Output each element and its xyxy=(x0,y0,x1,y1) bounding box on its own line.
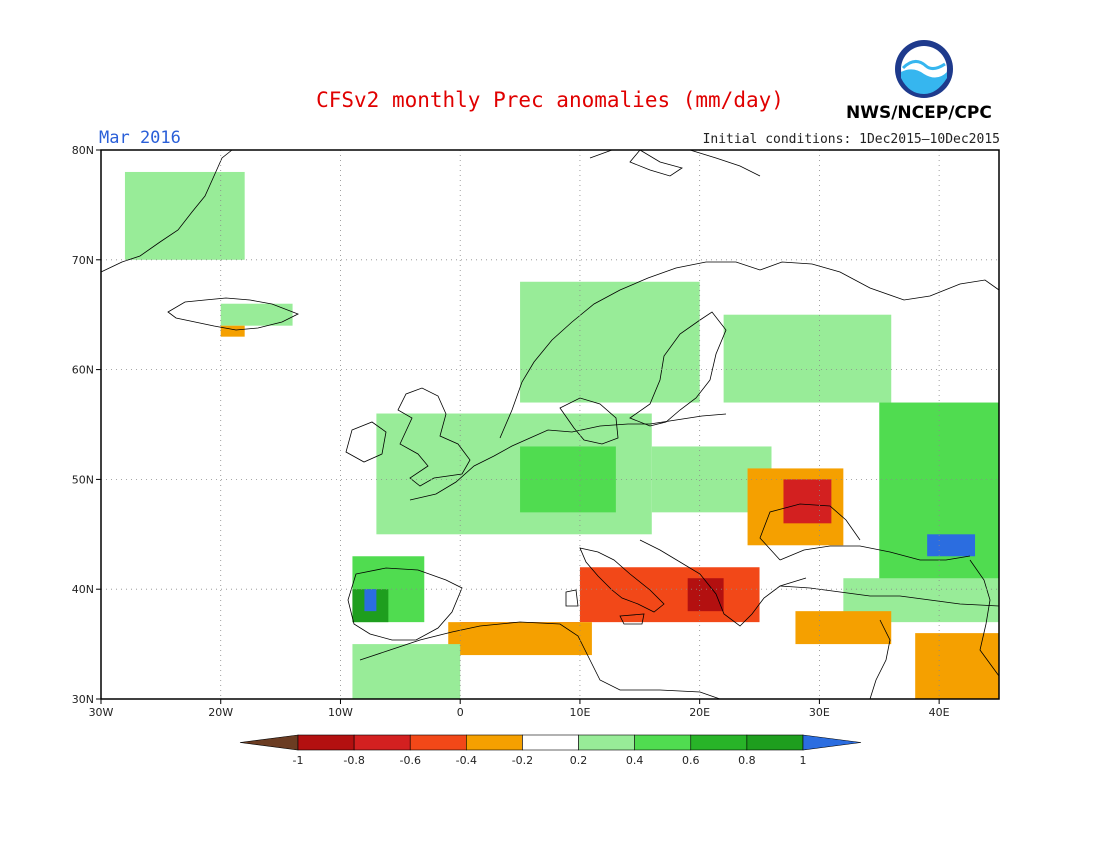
lon-label: 20W xyxy=(208,706,233,719)
colorbar: -1 -0.8 -0.6 -0.4 -0.2 0.2 0.4 0.6 0.8 1 xyxy=(239,734,862,767)
colorbar-swatch xyxy=(690,734,748,751)
colorbar-label: -0.4 xyxy=(456,754,477,767)
colorbar-label: 0.8 xyxy=(738,754,756,767)
lon-label: 0 xyxy=(457,706,464,719)
anomaly-region-19 xyxy=(448,622,592,656)
initial-conditions: Initial conditions: 1Dec2015—10Dec2015 xyxy=(702,132,1000,147)
lon-label: 10W xyxy=(328,706,353,719)
lat-label: 50N xyxy=(72,473,94,486)
anomaly-region-10 xyxy=(364,589,377,612)
lon-label: 30E xyxy=(809,706,830,719)
colorbar-label: 1 xyxy=(800,754,807,767)
colorbar-high-arrow xyxy=(802,734,862,751)
colorbar-swatch xyxy=(466,734,523,751)
colorbar-label: -0.8 xyxy=(343,754,364,767)
anomaly-region-1 xyxy=(220,303,293,326)
colorbar-label: -0.6 xyxy=(399,754,420,767)
colorbar-swatch xyxy=(353,734,411,751)
colorbar-swatch xyxy=(522,734,579,751)
noaa-logo xyxy=(895,40,953,98)
anomaly-region-22 xyxy=(352,644,461,699)
anomaly-region-4 xyxy=(723,314,892,403)
anomaly-region-20 xyxy=(795,611,892,645)
anomaly-region-2 xyxy=(220,325,245,337)
colorbar-swatch xyxy=(746,734,804,751)
agency-label: NWS/NCEP/CPC xyxy=(846,103,992,123)
map-frame xyxy=(100,149,1000,700)
colorbar-swatch xyxy=(634,734,692,751)
lon-label: 10E xyxy=(569,706,590,719)
colorbar-label: 0.6 xyxy=(682,754,700,767)
colorbar-swatch xyxy=(578,734,635,751)
lat-label: 30N xyxy=(72,693,94,706)
colorbar-label: 0.4 xyxy=(626,754,644,767)
lat-label: 40N xyxy=(72,583,94,596)
lat-label: 70N xyxy=(72,254,94,267)
colorbar-label: -1 xyxy=(293,754,304,767)
anomaly-region-3 xyxy=(520,281,700,403)
lat-label: 80N xyxy=(72,144,94,157)
anomaly-region-12 xyxy=(927,534,976,557)
anomaly-region-16 xyxy=(579,567,760,623)
lat-label: 60N xyxy=(72,364,94,377)
lon-label: 40E xyxy=(929,706,950,719)
anomaly-region-15 xyxy=(783,479,832,524)
colorbar-swatch xyxy=(409,734,467,751)
colorbar-low-arrow xyxy=(239,734,299,751)
anomaly-region-0 xyxy=(124,171,245,260)
anomaly-region-21 xyxy=(915,633,999,699)
coastlines xyxy=(100,149,1000,700)
colorbar-swatch xyxy=(297,734,355,751)
lon-label: 20E xyxy=(689,706,710,719)
lon-label: 30W xyxy=(89,706,114,719)
forecast-period: Mar 2016 xyxy=(99,128,181,148)
colorbar-label: -0.2 xyxy=(512,754,533,767)
anomaly-region-17 xyxy=(687,578,724,612)
anomaly-field xyxy=(124,171,999,699)
map-title: CFSv2 monthly Prec anomalies (mm/day) xyxy=(316,88,784,112)
axis-ticks: 30N 40N 50N 60N 70N 80N 30W 20W 10W 0 10E 20E 30E 40E xyxy=(72,144,950,719)
colorbar-label: 0.2 xyxy=(570,754,588,767)
